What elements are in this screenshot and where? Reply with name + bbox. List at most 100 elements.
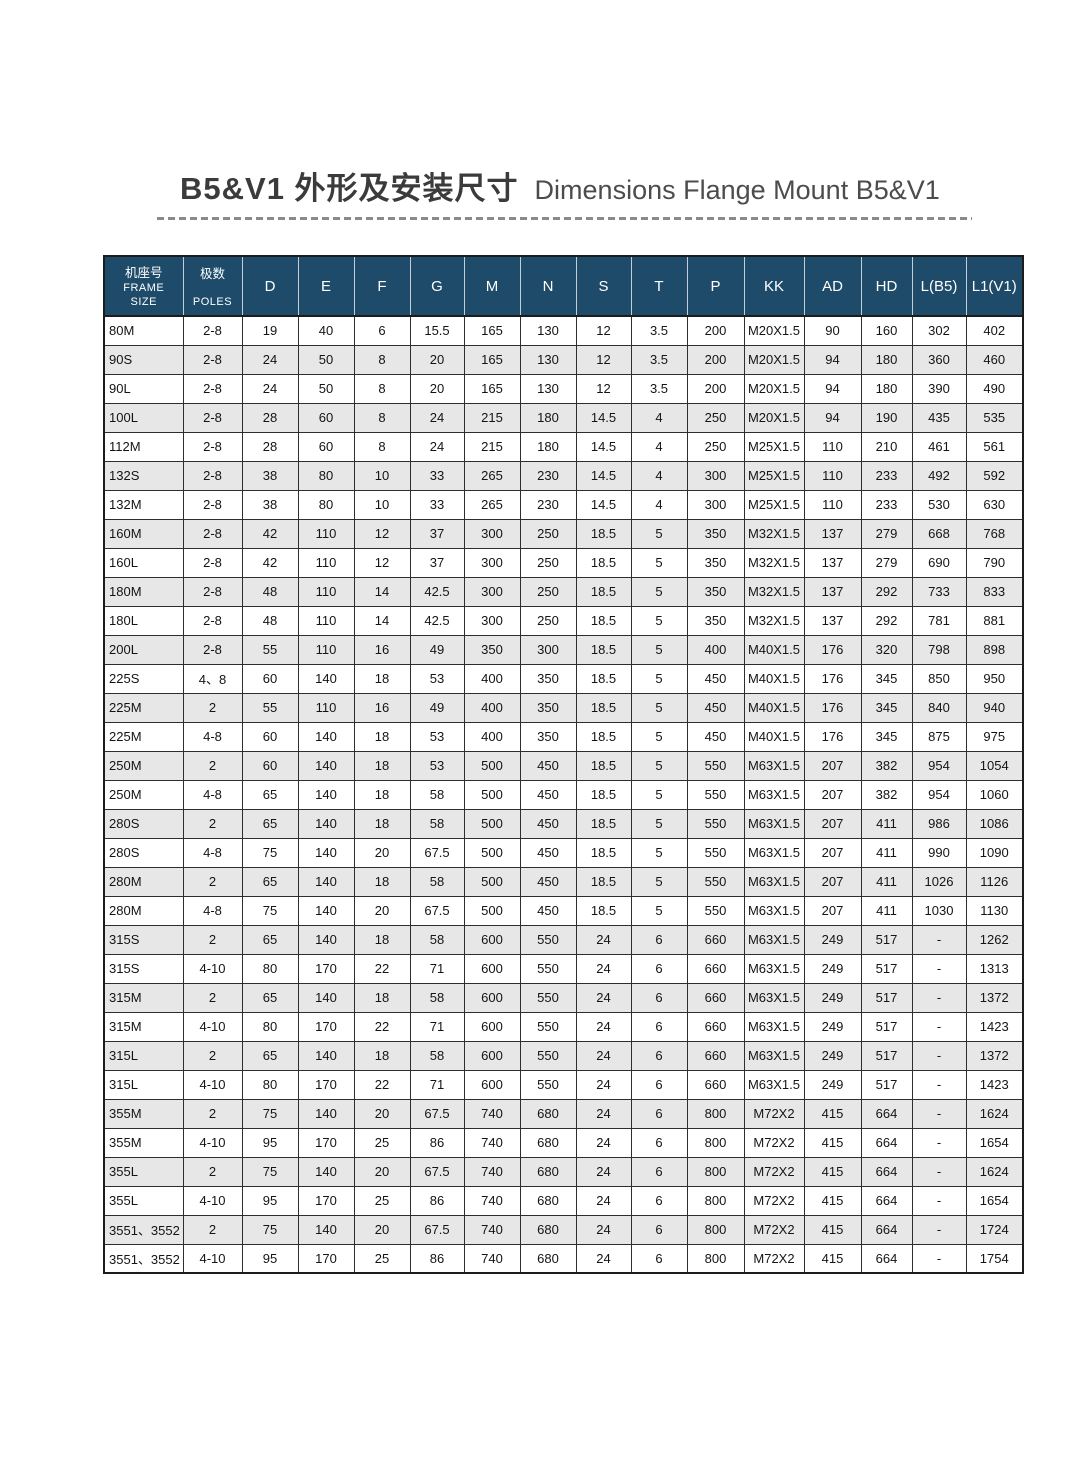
dimension-cell: -: [911, 1214, 967, 1245]
dimension-cell: 561: [965, 431, 1024, 462]
page-title-en: Dimensions Flange Mount B5&V1: [534, 175, 940, 205]
dimension-cell: 42.5: [409, 605, 465, 636]
dimension-cell: 2: [182, 1098, 243, 1129]
table-header-row: 机座号 FRAME SIZE 极数 POLES D E F G M N S T P KK AD HD L(B5) L…: [104, 256, 1023, 317]
dimension-cell: 233: [860, 460, 913, 491]
dimension-cell: 22: [353, 953, 411, 984]
dimension-cell: 180: [860, 373, 913, 404]
dimension-cell: 5: [630, 895, 688, 926]
dimension-cell: 6: [630, 1214, 688, 1245]
dimension-cell: 176: [803, 663, 862, 694]
dimension-cell: 450: [686, 721, 745, 752]
dimension-cell: 415: [803, 1127, 862, 1158]
frame-size-cell: 250M: [103, 750, 184, 781]
dimension-cell: 4: [630, 489, 688, 520]
dimension-cell: M72X2: [743, 1243, 805, 1274]
dimension-cell: M40X1.5: [743, 634, 805, 665]
frame-size-cell: 280M: [103, 895, 184, 926]
dimension-cell: 86: [409, 1127, 465, 1158]
dimension-cell: 95: [241, 1243, 299, 1274]
frame-size-cell: 100L: [103, 402, 184, 433]
dimension-cell: 18: [353, 1040, 411, 1071]
dimension-cell: 800: [686, 1214, 745, 1245]
dimension-cell: 249: [803, 1011, 862, 1042]
dimension-cell: 12: [353, 518, 411, 549]
dimension-cell: 390: [911, 373, 967, 404]
dimension-cell: M20X1.5: [743, 373, 805, 404]
dimension-cell: 200: [686, 344, 745, 375]
dimension-cell: 5: [630, 547, 688, 578]
dimension-cell: 415: [803, 1214, 862, 1245]
dimension-cell: 450: [519, 808, 577, 839]
dimension-cell: 200: [686, 373, 745, 404]
dimension-cell: 350: [519, 692, 577, 723]
dimension-cell: 49: [409, 634, 465, 665]
dimension-cell: 1054: [965, 750, 1024, 781]
dimension-cell: 4-8: [182, 895, 243, 926]
dimension-cell: 170: [297, 1069, 355, 1100]
dimension-cell: 350: [686, 605, 745, 636]
dimension-cell: 176: [803, 721, 862, 752]
dimension-cell: 400: [463, 692, 521, 723]
dimension-cell: 5: [630, 692, 688, 723]
dimension-cell: 2-8: [182, 344, 243, 375]
table-header: 机座号 FRAME SIZE 极数 POLES D E F G M N S T P KK AD HD L(B5) L…: [104, 256, 1023, 317]
dimension-cell: 24: [575, 1040, 632, 1071]
dimension-cell: 345: [860, 721, 913, 752]
table-row: 180M 2-8 48 110 14 42.5 300 250 18.5 5 350 M32X1.5 1…: [103, 576, 1024, 607]
dimension-cell: 4-10: [182, 953, 243, 984]
dimension-cell: 80: [241, 1011, 299, 1042]
dimension-cell: 954: [911, 750, 967, 781]
dimension-cell: 1423: [965, 1011, 1024, 1042]
dimension-cell: 535: [965, 402, 1024, 433]
dimension-cell: 86: [409, 1185, 465, 1216]
dimension-cell: 94: [803, 402, 862, 433]
table-row: 315L 2 65 140 18 58 600 550 24 6 660 M63X1.5 249 517-…: [103, 1040, 1024, 1071]
dimension-cell: 450: [519, 779, 577, 810]
dimension-cell: -: [911, 1011, 967, 1042]
dimension-cell: 6: [630, 982, 688, 1013]
dimension-cell: 881: [965, 605, 1024, 636]
dimension-cell: 53: [409, 663, 465, 694]
dimension-cell: 5: [630, 518, 688, 549]
dimension-cell: 2: [182, 750, 243, 781]
dimension-cell: 250: [519, 547, 577, 578]
table-row: 225M 4-8 60 140 18 53 400 350 18.5 5 450 M40X1.5 176…: [103, 721, 1024, 752]
dimension-cell: 768: [965, 518, 1024, 549]
dimension-cell: 1026: [911, 866, 967, 897]
dimension-cell: 6: [630, 1098, 688, 1129]
page-title-zh: B5&V1 外形及安装尺寸: [180, 171, 519, 206]
dimension-cell: 14: [353, 605, 411, 636]
dimension-cell: 1423: [965, 1069, 1024, 1100]
dimension-cell: 411: [860, 866, 913, 897]
frame-size-cell: 180L: [103, 605, 184, 636]
dimension-cell: 28: [241, 402, 299, 433]
table-row: 280S 2 65 140 18 58 500 450 18.5 5 550 M63X1.5 207 41…: [103, 808, 1024, 839]
dimension-cell: 740: [463, 1156, 521, 1187]
dimension-cell: 12: [575, 344, 632, 375]
dimension-cell: 37: [409, 518, 465, 549]
dimension-cell: 33: [409, 460, 465, 491]
col-header-p: P: [686, 256, 744, 317]
dimension-cell: -: [911, 1040, 967, 1071]
dimension-cell: 80: [241, 953, 299, 984]
dimension-cell: M20X1.5: [743, 402, 805, 433]
dimension-cell: 42: [241, 518, 299, 549]
dimension-cell: 790: [965, 547, 1024, 578]
dimension-cell: 530: [911, 489, 967, 520]
dimension-cell: 207: [803, 837, 862, 868]
dimension-cell: 550: [686, 750, 745, 781]
dimension-cell: 850: [911, 663, 967, 694]
col-header-hd: HD: [860, 256, 912, 317]
dimension-cell: 660: [686, 982, 745, 1013]
dimension-cell: 550: [686, 866, 745, 897]
dimension-cell: M25X1.5: [743, 460, 805, 491]
dimension-cell: 2: [182, 1156, 243, 1187]
dimension-cell: 12: [353, 547, 411, 578]
dimension-cell: 250: [519, 605, 577, 636]
dimension-cell: 1372: [965, 982, 1024, 1013]
col-header-frame-size: 机座号 FRAME SIZE: [104, 256, 183, 317]
dimension-cell: 165: [463, 344, 521, 375]
dimension-cell: -: [911, 1243, 967, 1274]
dimension-cell: 664: [860, 1214, 913, 1245]
